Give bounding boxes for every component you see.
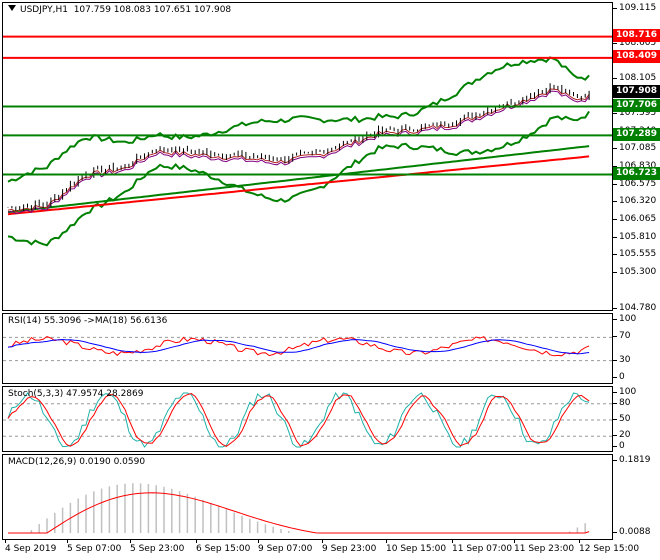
time-tick-label: 12 Sep 15:00 [579, 539, 640, 554]
time-tick-label: 9 Sep 23:00 [322, 539, 377, 554]
rsi-pane[interactable]: RSI(14) 55.3096 ->MA(18) 56.6136 [2, 313, 613, 384]
level-price-tag: 108.409 [613, 50, 660, 64]
current-price-tag: 107.908 [613, 85, 660, 99]
rsi-tick-label: 100 [612, 314, 637, 324]
stochastic-tick-label: 20 [612, 430, 631, 441]
time-tick-label: 5 Sep 07:00 [67, 539, 122, 554]
stochastic-pane[interactable]: Stoch(5,3,3) 47.9574 28.2869 [2, 386, 613, 452]
time-tick-label: 11 Sep 07:00 [452, 539, 513, 554]
moving-average-red [7, 155, 590, 216]
rsi-axis: 100 70 30 0 [612, 313, 660, 384]
macd-chart [8, 483, 590, 534]
price-pane-title: USDJPY,H1 107.759 108.083 107.651 107.90… [8, 5, 231, 15]
moving-average-green [7, 145, 590, 214]
rsi-tick-label: 0 [613, 372, 625, 382]
price-tick-label: 107.595 [612, 108, 657, 119]
macd-title: MACD(12,26,9) 0.0190 0.0590 [8, 457, 146, 467]
price-axis: 109.115108.605108.360108.105107.850107.5… [612, 2, 660, 313]
rsi-tick-label: 70 [612, 331, 631, 342]
stochastic-main-line [7, 391, 590, 448]
time-tick-label: 10 Sep 15:00 [386, 539, 447, 554]
time-tick-label: 5 Sep 23:00 [130, 539, 185, 554]
time-tick-label: 9 Sep 07:00 [258, 539, 313, 554]
stochastic-tick-label: 50 [612, 414, 631, 424]
level-price-tag: 106.723 [613, 167, 660, 181]
stochastic-tick-label: 80 [612, 397, 631, 408]
stochastic-title: Stoch(5,3,3) 47.9574 28.2869 [8, 389, 144, 399]
macd-signal-line [8, 492, 590, 534]
price-tick-label: 106.575 [612, 178, 657, 189]
time-tick-label: 6 Sep 15:00 [196, 539, 251, 554]
macd-pane[interactable]: MACD(12,26,9) 0.0190 0.0590 [2, 454, 613, 540]
price-tick-label: 109.115 [612, 3, 657, 13]
price-tick-label: 106.830 [612, 161, 656, 171]
price-tick-label: 108.605 [612, 38, 657, 49]
macd-tick-label: 0.0088 [613, 527, 651, 537]
price-tick-label: 105.810 [612, 231, 657, 242]
rsi-tick-label: 30 [612, 354, 631, 365]
time-axis: 4 Sep 2019 5 Sep 07:00 5 Sep 23:00 6 Sep 15… [2, 539, 660, 560]
price-tick-label: 106.065 [612, 214, 657, 225]
collapse-triangle-icon[interactable] [8, 5, 16, 11]
price-tick-label: 107.085 [612, 143, 657, 154]
price-pane[interactable]: USDJPY,H1 107.759 108.083 107.651 107.90… [2, 2, 613, 311]
stochastic-signal-line [7, 392, 590, 447]
price-tick-label: 105.300 [612, 267, 657, 277]
macd-tick-label: 0.1819 [613, 455, 651, 465]
level-price-tag: 107.706 [613, 99, 660, 112]
macd-axis: 0.1819 0.0088 [613, 454, 660, 540]
time-tick-label: 4 Sep 2019 [5, 539, 57, 554]
price-tick-label: 104.780 [612, 303, 657, 313]
moving-average-short [7, 88, 590, 213]
rsi-chart [3, 336, 612, 362]
bollinger-upper-band [7, 56, 590, 183]
stochastic-axis: 100 80 50 20 0 [612, 386, 660, 452]
ohlc-readout: 107.759 108.083 107.651 107.908 [73, 5, 232, 15]
stochastic-tick-label: 0 [613, 441, 625, 451]
moving-average-mid [7, 90, 590, 215]
price-tick-label: 106.320 [612, 196, 657, 207]
stochastic-chart [3, 391, 612, 448]
stochastic-tick-label: 100 [612, 387, 637, 397]
level-price-tag: 108.716 [613, 29, 660, 43]
rsi-title: RSI(14) 55.3096 ->MA(18) 56.6136 [8, 316, 168, 326]
time-tick-label: 11 Sep 23:00 [514, 539, 575, 554]
price-tick-label: 108.105 [612, 72, 657, 83]
price-chart [3, 35, 612, 247]
level-price-tag: 107.289 [613, 127, 660, 141]
symbol-label: USDJPY,H1 [20, 5, 68, 15]
rsi-ma-line [7, 338, 590, 355]
price-tick-label: 105.555 [612, 249, 657, 260]
